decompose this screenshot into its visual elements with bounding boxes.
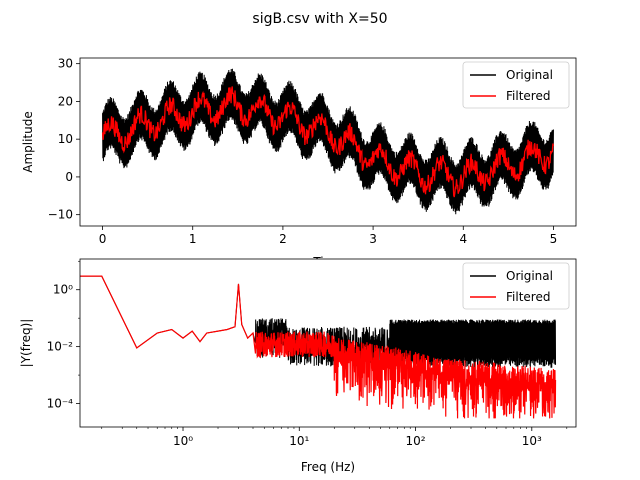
time-series-lines [101,68,555,215]
frequency-domain-plot: 10⁰ 10¹ 10² 10³ 10⁻⁴ 10⁻² 10⁰ Freq (Hz) |Y(fre… [19,258,577,474]
freq-legend-label-original: Original [506,269,553,283]
time-ytick-label: −10 [48,208,73,222]
freq-axis-ticks: 10⁰ 10¹ 10² 10³ 10⁻⁴ 10⁻² 10⁰ [47,260,568,448]
freq-xlabel: Freq (Hz) [301,460,355,474]
freq-legend: Original Filtered [462,262,570,310]
filtered-time-line [101,86,555,198]
time-xtick-label: 2 [279,232,287,246]
freq-legend-label-filtered: Filtered [506,290,550,304]
freq-ytick-label: 10⁻⁴ [47,397,74,411]
time-legend: Original Filtered [462,61,570,109]
freq-ylabel: |Y(freq)| [19,319,33,368]
filtered-spectrum-line [80,275,557,419]
freq-series-lines [80,275,557,419]
freq-ytick-label: 10⁻² [47,340,74,354]
time-ytick-label: 10 [58,132,73,146]
time-xtick-label: 5 [550,232,558,246]
time-ytick-label: 0 [65,170,73,184]
time-xtick-label: 0 [99,232,107,246]
freq-xtick-label: 10⁰ [173,434,193,448]
time-xtick-label: 3 [369,232,377,246]
freq-xtick-label: 10¹ [289,434,309,448]
time-ytick-label: 20 [58,94,73,108]
time-axis-ticks: 0 1 2 3 4 5 −10 0 10 20 30 [48,57,558,246]
original-time-line [102,68,554,215]
figure-title: sigB.csv with X=50 [252,11,387,27]
freq-xtick-label: 10³ [522,434,542,448]
time-xtick-label: 1 [189,232,197,246]
time-ylabel: Amplitude [21,111,35,173]
time-ytick-label: 30 [58,57,73,71]
freq-xtick-label: 10² [405,434,425,448]
time-xtick-label: 4 [459,232,467,246]
freq-ytick-label: 10⁰ [53,283,73,297]
time-legend-label-filtered: Filtered [506,89,550,103]
time-legend-label-original: Original [506,68,553,82]
freq-plot-frame [79,258,577,428]
time-plot-frame [79,57,577,227]
